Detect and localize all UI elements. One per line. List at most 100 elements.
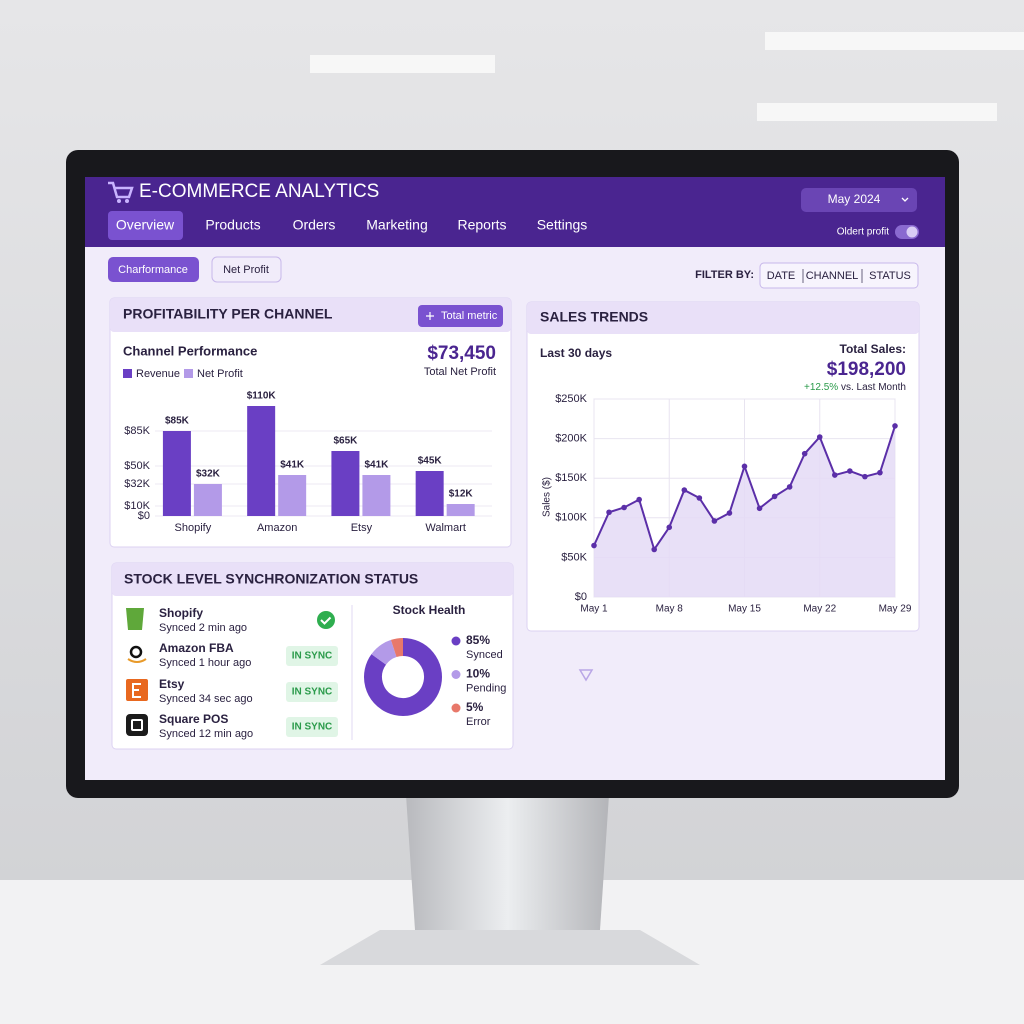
point	[741, 463, 748, 470]
point	[771, 493, 778, 500]
point	[666, 524, 673, 531]
y-tick-label: $250K	[555, 393, 587, 405]
filter-option[interactable]: CHANNEL	[806, 270, 859, 282]
panel-title: SALES TRENDS	[540, 309, 648, 325]
ceiling-light	[757, 103, 997, 121]
bar	[247, 406, 276, 516]
sync-badge-label: IN SYNC	[292, 722, 333, 733]
donut-segment	[364, 638, 442, 716]
kpi-value: $73,450	[427, 343, 496, 364]
nav-tab[interactable]: Marketing	[366, 217, 427, 233]
y-tick-label: $85K	[124, 425, 150, 437]
action-button[interactable]	[418, 305, 503, 327]
channel-status: Synced 2 min ago	[159, 622, 247, 634]
toggle-label: Oldert profit	[837, 227, 889, 238]
point	[786, 484, 793, 490]
legend-dot	[451, 703, 461, 713]
point	[711, 518, 718, 524]
filter-option[interactable]: DATE	[767, 270, 796, 282]
sync-badge	[286, 646, 338, 666]
toolbar-button[interactable]	[211, 256, 282, 283]
cart-icon	[125, 199, 129, 203]
nav-tab[interactable]: Reports	[457, 217, 506, 233]
nav-tab[interactable]: Orders	[293, 217, 336, 233]
data-label: $12K	[449, 489, 474, 500]
plus-icon	[426, 312, 434, 320]
panel-header	[110, 298, 511, 332]
filter-label: FILTER BY:	[695, 269, 754, 281]
point	[832, 472, 838, 478]
filter-option[interactable]: STATUS	[869, 270, 911, 282]
cart-icon	[117, 199, 121, 203]
sync-badge	[286, 717, 338, 737]
legend-value: 85%	[466, 633, 490, 647]
x-tick-label: Walmart	[425, 522, 466, 534]
amazon-icon	[127, 658, 147, 663]
check-icon	[317, 611, 335, 629]
y-tick-label: $32K	[124, 478, 150, 490]
stand-base	[320, 930, 700, 965]
sync-badge-label: IN SYNC	[292, 651, 333, 662]
filter-box	[759, 262, 919, 289]
kpi-label: Total Net Profit	[424, 366, 496, 378]
donut-segment	[371, 639, 398, 666]
point	[756, 505, 763, 512]
channel-name: Shopify	[159, 606, 203, 620]
area	[594, 425, 895, 597]
toolbar-button[interactable]	[108, 257, 199, 282]
legend-swatch	[123, 369, 132, 378]
legend-label: Revenue	[136, 368, 180, 380]
cart-icon	[108, 181, 134, 199]
bar	[162, 431, 191, 516]
y-tick-label: $10K	[124, 500, 150, 512]
point	[862, 473, 868, 480]
data-label: $65K	[333, 436, 358, 447]
data-label: $85K	[165, 416, 190, 427]
legend-dot	[451, 636, 461, 646]
y-tick-label: $200K	[555, 433, 587, 445]
x-tick-label: May 1	[580, 604, 608, 615]
legend-label: Net Profit	[197, 368, 243, 380]
channel-status: Synced 12 min ago	[159, 728, 253, 740]
point	[801, 450, 808, 457]
kpi-value: $198,200	[827, 359, 906, 380]
bar	[331, 451, 360, 516]
kpi-change: +12.5% vs. Last Month	[804, 382, 906, 393]
action-label: Total metric	[441, 310, 498, 322]
bar	[278, 475, 307, 516]
kpi-label: Total Sales:	[840, 342, 906, 356]
data-label: $32K	[196, 469, 221, 480]
nav-tab[interactable]: Settings	[537, 217, 588, 233]
legend-label: Pending	[466, 682, 506, 694]
channel-status: Synced 1 hour ago	[159, 657, 251, 669]
square-icon	[131, 719, 143, 731]
legend-dot	[451, 670, 461, 679]
x-tick-label: Shopify	[175, 522, 212, 534]
point	[847, 468, 853, 474]
date-select[interactable]	[801, 188, 917, 212]
legend-value: 5%	[466, 700, 484, 714]
panel-title: PROFITABILITY PER CHANNEL	[123, 306, 333, 322]
point	[816, 434, 823, 440]
bar	[193, 484, 222, 516]
y-tick-label: $50K	[124, 460, 150, 472]
point	[636, 496, 642, 503]
toggle-knob	[906, 226, 918, 238]
health-title: Stock Health	[393, 603, 466, 617]
data-label: $41K	[280, 460, 305, 471]
amazon-icon	[129, 645, 143, 659]
y-tick-label: $0	[138, 510, 150, 522]
point	[621, 504, 627, 511]
channel-name: Etsy	[159, 677, 185, 691]
panel-header	[112, 563, 513, 596]
legend-label: Synced	[466, 649, 503, 661]
change-value: +12.5%	[804, 382, 838, 393]
etsy-icon	[132, 683, 141, 698]
nav-tab[interactable]: Overview	[116, 217, 175, 233]
active-tab[interactable]	[108, 211, 183, 240]
point	[696, 495, 703, 501]
square-icon	[126, 714, 148, 736]
legend-value: 10%	[466, 667, 490, 681]
nav-tab[interactable]: Products	[205, 217, 260, 233]
data-label: $110K	[247, 391, 277, 402]
